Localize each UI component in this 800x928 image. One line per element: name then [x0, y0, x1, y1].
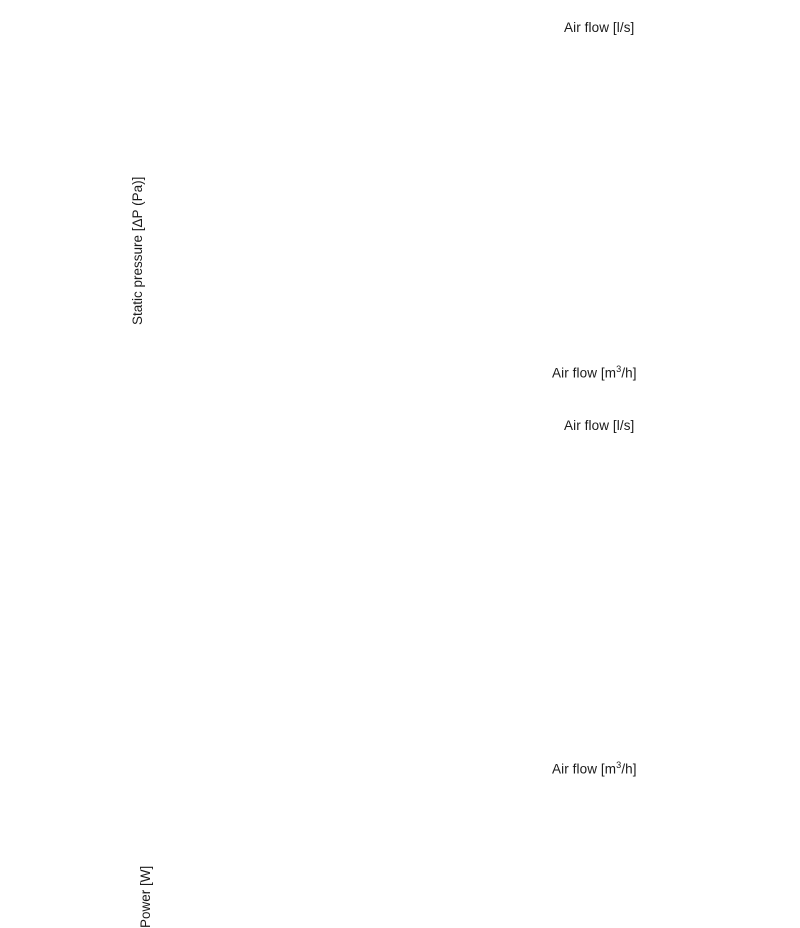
power-bottom-axis-title-suffix: /h]: [621, 761, 637, 777]
pressure-bottom-axis-title: Air flow [m3/h]: [552, 364, 637, 381]
power-y-axis-title: Power [W]: [138, 865, 153, 928]
power-plot-svg: [0, 400, 800, 800]
power-chart: Air flow [l/s] Power [W] Air flow [m3/h]: [0, 400, 800, 928]
power-top-axis-title: Air flow [l/s]: [564, 418, 635, 433]
power-bottom-axis-title-text: Air flow [m: [552, 761, 617, 777]
power-bottom-axis-title-exponent: 3: [616, 760, 622, 770]
power-bottom-axis-title: Air flow [m3/h]: [552, 760, 637, 777]
pressure-bottom-axis-title-exponent: 3: [616, 364, 622, 374]
pressure-bottom-axis-title-suffix: /h]: [621, 365, 637, 381]
pressure-bottom-axis-title-text: Air flow [m: [552, 365, 617, 381]
static-pressure-chart: Air flow [l/s] Static pressure [ΔP (Pa)]…: [0, 0, 800, 400]
pressure-top-axis-title: Air flow [l/s]: [564, 20, 635, 35]
pressure-plot-svg: [0, 0, 800, 400]
